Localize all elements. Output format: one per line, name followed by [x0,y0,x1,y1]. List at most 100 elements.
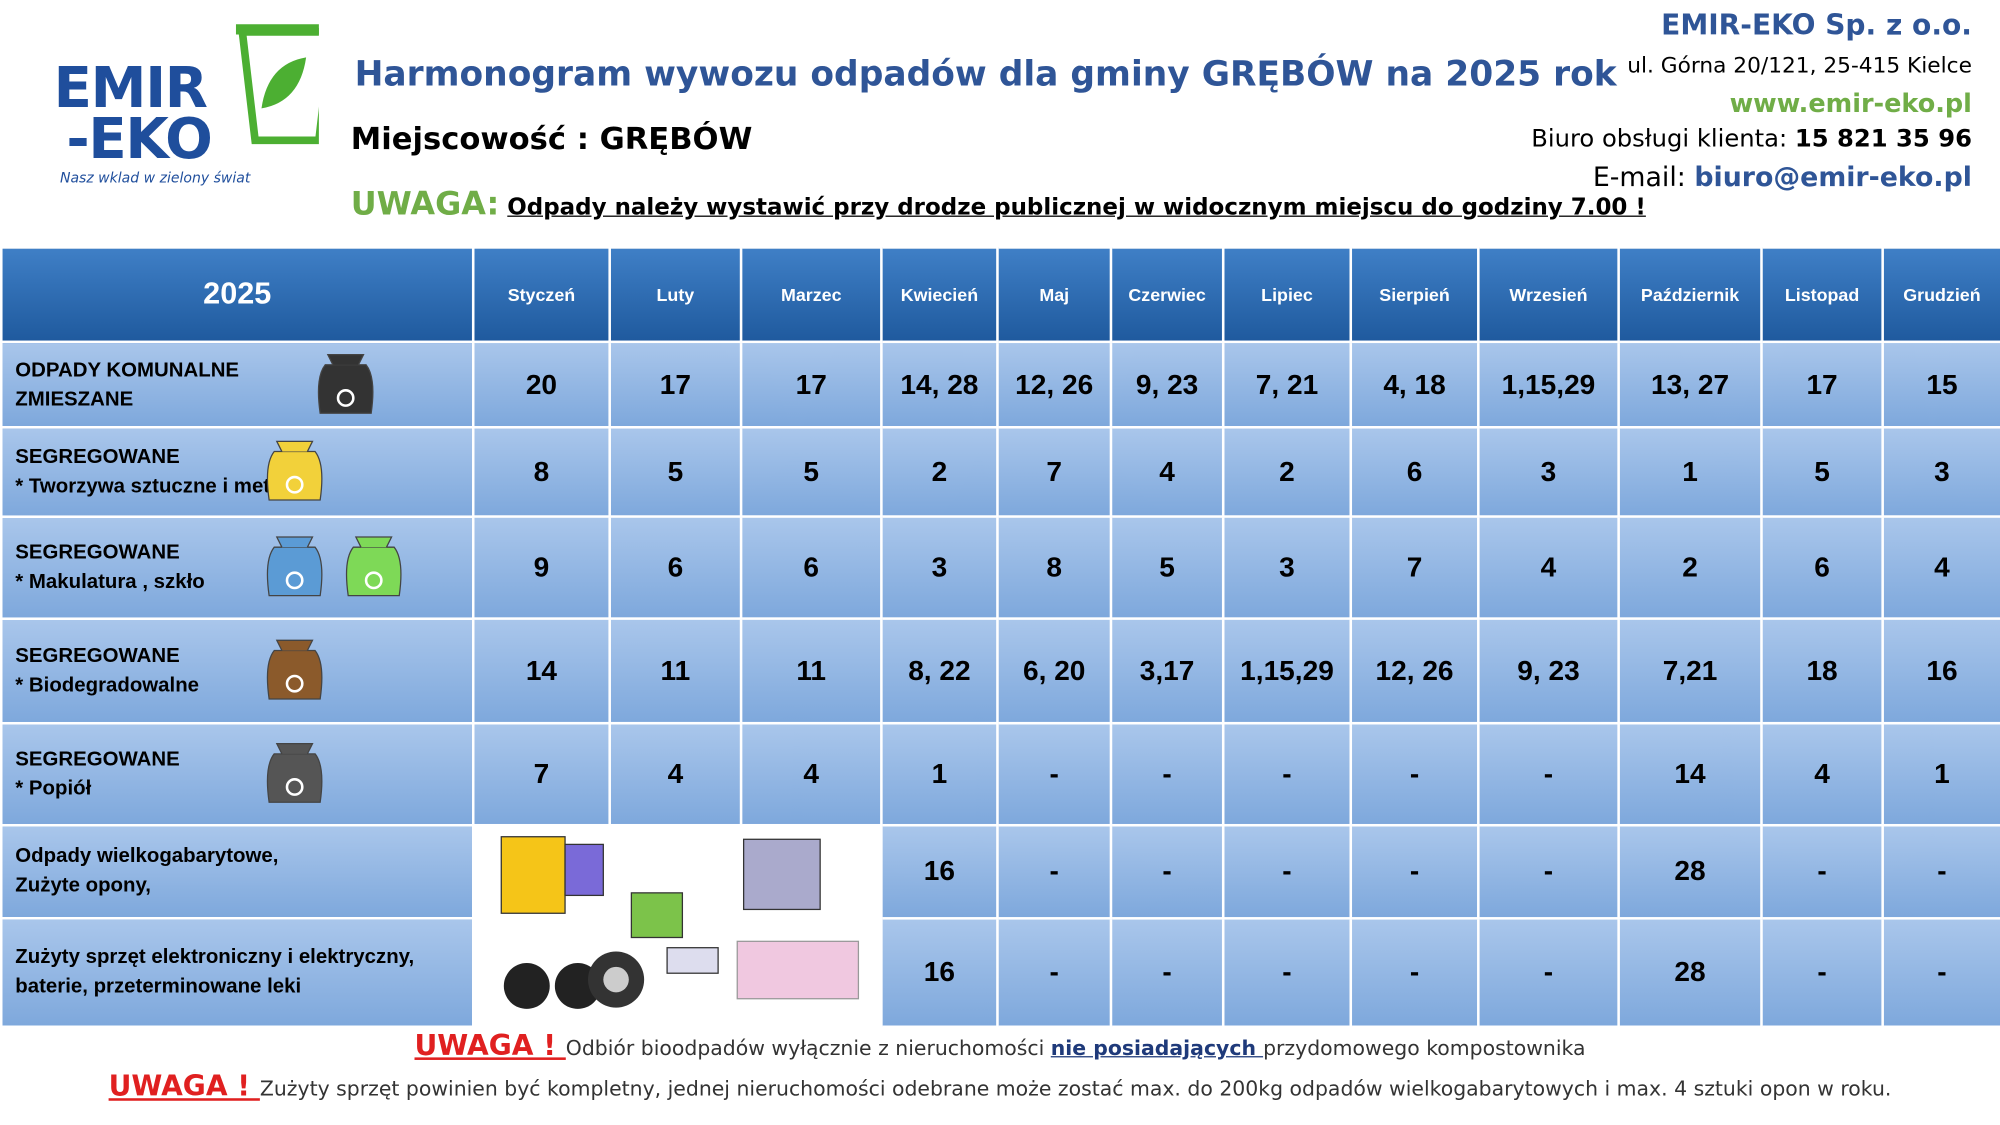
date-cell: 17 [1760,340,1884,429]
company-address: ul. Górna 20/121, 25-415 Kielce [1627,53,1972,80]
date-cell: 7,21 [1617,617,1763,725]
date-cell: 14 [1617,721,1763,827]
month-header: Marzec [739,246,883,344]
company-www: www.emir-eko.pl [1729,88,1972,119]
date-cell: 9, 23 [1477,617,1620,725]
company-name: EMIR-EKO Sp. z o.o. [1661,10,1972,43]
date-cell: 2 [1221,426,1353,518]
row-label: ODPADY KOMUNALNE ZMIESZANE [0,340,475,429]
note-emphasis: nie posiadających [1050,1035,1264,1060]
month-header: Czerwiec [1109,246,1225,344]
date-cell: 28 [1617,916,1763,1029]
logo-graphic [235,24,319,145]
date-cell: 4 [1477,515,1620,620]
date-cell: 4, 18 [1349,340,1480,429]
date-cell: 17 [608,340,743,429]
note-1: UWAGA ! Odbiór bioodpadów wyłącznie z ni… [0,1031,2000,1063]
company-phone: Biuro obsługi klienta: 15 821 35 96 [1531,125,1972,153]
date-cell: 1,15,29 [1477,340,1620,429]
note-text: Zużyty sprzęt powinien być kompletny, je… [259,1076,1892,1101]
row-label-line: ODPADY KOMUNALNE [15,359,240,381]
row-label-line: SEGREGOWANE [15,645,180,668]
date-cell: 12, 26 [996,340,1113,429]
date-cell: 1 [1881,721,2000,827]
year-cell: 2025 [0,246,475,344]
data-row: Zużyty sprzęt elektroniczny i elektryczn… [0,916,2000,1029]
phone-label: Biuro obsługi klienta: [1531,124,1795,154]
date-cell: 3 [1477,426,1620,518]
note-label: UWAGA ! [108,1071,260,1104]
bulky-waste-illustration [500,836,860,1009]
row-label-line: * Makulatura , szkło [15,571,205,594]
date-cell: - [1349,823,1480,920]
date-cell: 4 [739,721,883,827]
row-label-line: * Biodegradowalne [15,674,200,697]
date-cell: 6 [1349,426,1480,518]
date-cell: 15 [1881,340,2000,429]
row-label-line: * Tworzywa sztuczne i metale [15,475,299,498]
date-cell: 14, 28 [880,340,999,429]
row-label-line: Odpady wielkogabarytowe, [15,846,279,868]
date-cell: - [1109,721,1225,827]
row-label-line: baterie, przeterminowane leki [15,976,302,998]
waste-icon [266,536,402,597]
month-header: Grudzień [1881,246,2000,344]
date-cell: 14 [471,617,611,725]
date-cell: 8 [471,426,611,518]
date-cell: - [996,916,1113,1029]
date-cell: 3 [1881,426,2000,518]
date-cell: 16 [880,916,999,1029]
email-label: E-mail: [1592,161,1695,193]
date-cell: 5 [608,426,743,518]
date-cell: 6 [608,515,743,620]
month-header: Listopad [1760,246,1884,344]
date-cell: 7 [996,426,1113,518]
date-cell: 4 [1109,426,1225,518]
date-cell: - [1881,916,2000,1029]
date-cell: 4 [1881,515,2000,620]
logo-slogan: Nasz wklad w zielony świat [59,169,251,187]
date-cell: 3,17 [1109,617,1225,725]
month-header: Wrzesień [1477,246,1620,344]
date-cell: 16 [880,823,999,920]
date-cell: - [1221,916,1353,1029]
date-cell: 1 [880,721,999,827]
waste-icon [266,639,323,700]
row-label: SEGREGOWANE * Popiół [0,721,475,827]
month-header: Maj [996,246,1113,344]
data-row: SEGREGOWANE * Popiół 7 4 4 1- - - - -14 4 1 [0,721,2000,827]
month-header: Październik [1617,246,1763,344]
data-row: Odpady wielkogabarytowe, Zużyte opony, 16-… [0,823,2000,1029]
email: biuro@emir-eko.pl [1694,161,1972,193]
date-cell: 4 [1760,721,1884,827]
waste-icon [266,742,323,803]
date-cell: 7 [471,721,611,827]
month-header: Luty [608,246,743,344]
date-cell: 7 [1349,515,1480,620]
date-cell: 1 [1617,426,1763,518]
date-cell: 6, 20 [996,617,1113,725]
date-cell: 7, 21 [1221,340,1353,429]
date-cell: - [1881,823,2000,920]
note-2: UWAGA ! Zużyty sprzęt powinien być kompl… [0,1071,2000,1103]
row-label-line: Zużyte opony, [15,875,151,898]
schedule-table: 2025 Styczeń Luty Marzec Kwiecień Maj Czerwiec… [0,246,2000,1029]
date-cell: 3 [880,515,999,620]
logo-text-1: EMIR [53,56,208,122]
notice: UWAGA: Odpady należy wystawić przy drodz… [351,185,1646,222]
date-cell: 8 [996,515,1113,620]
date-cell: 3 [1221,515,1353,620]
date-cell: 2 [1617,515,1763,620]
date-cell: 17 [739,340,883,429]
date-cell: 9, 23 [1109,340,1225,429]
header-row: 2025 Styczeń Luty Marzec Kwiecień Maj Czerwiec… [0,246,2000,344]
waste-icon [266,440,323,501]
date-cell: 4 [608,721,743,827]
date-cell: 12, 26 [1349,617,1480,725]
row-label: Odpady wielkogabarytowe, Zużyte opony, [0,823,475,920]
notice-text: Odpady należy wystawić przy drodze publi… [507,193,1646,221]
data-row: SEGREGOWANE * Tworzywa sztuczne i metale 8… [0,426,2000,518]
date-cell: 11 [739,617,883,725]
company-email: E-mail: biuro@emir-eko.pl [1593,162,1972,193]
date-cell: 1,15,29 [1221,617,1353,725]
